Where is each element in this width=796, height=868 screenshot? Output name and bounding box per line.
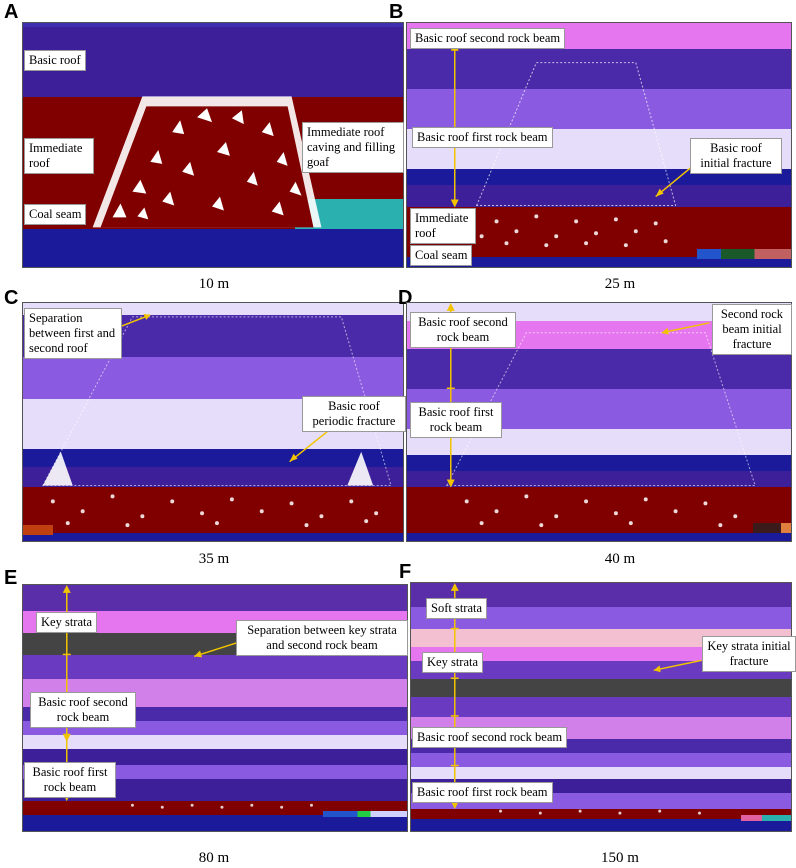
label-key-strata-f: Key strata (422, 652, 484, 673)
caption-e: 80 m (198, 850, 230, 866)
label-key-fracture-f: Key strata initial fracture (702, 636, 796, 672)
label-second-beam-d: Basic roof second rock beam (410, 312, 516, 348)
label-immediate-roof-a: Immediate roof (24, 138, 94, 174)
label-caving-a: Immediate roof caving and filling goaf (302, 122, 404, 173)
caption-f: 150 m (601, 850, 639, 866)
label-second-beam-b: Basic roof second rock beam (410, 28, 566, 49)
caption-d: 40 m (604, 551, 636, 567)
label-coal-seam-b: Coal seam (410, 245, 473, 266)
label-key-strata-e: Key strata (36, 612, 98, 633)
panel-label-e: E (4, 567, 18, 589)
label-immediate-roof-b: Immediate roof (410, 208, 476, 244)
label-separation-c: Separation between first and second roof (24, 308, 122, 359)
label-second-beam-e: Basic roof second rock beam (30, 692, 136, 728)
label-coal-seam-a: Coal seam (24, 204, 87, 225)
panel-label-a: A (4, 1, 19, 23)
caption-b: 25 m (604, 276, 636, 292)
caption-a: 10 m (198, 276, 230, 292)
label-second-beam-f: Basic roof second rock beam (412, 727, 568, 748)
label-separation-key-e: Separation between key strata and second… (236, 620, 408, 656)
label-soft-strata-f: Soft strata (426, 598, 488, 619)
label-first-beam-b: Basic roof first rock beam (412, 127, 553, 148)
panel-label-b: B (389, 1, 404, 23)
label-first-beam-f: Basic roof first rock beam (412, 782, 553, 803)
label-periodic-fracture-c: Basic roof periodic fracture (302, 396, 406, 432)
caption-c: 35 m (198, 551, 230, 567)
label-first-beam-d: Basic roof first rock beam (410, 402, 502, 438)
label-basic-roof-a: Basic roof (24, 50, 86, 71)
label-initial-fracture-b: Basic roof initial fracture (690, 138, 782, 174)
panel-label-f: F (399, 561, 412, 583)
panel-label-c: C (4, 287, 19, 309)
label-second-initial-d: Second rock beam initial fracture (712, 304, 792, 355)
label-first-beam-e: Basic roof first rock beam (24, 762, 116, 798)
